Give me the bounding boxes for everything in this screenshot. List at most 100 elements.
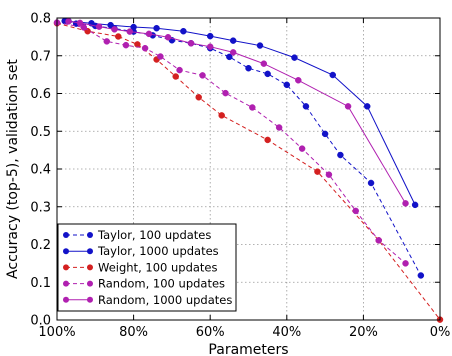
data-point [180, 27, 187, 35]
data-point [145, 30, 153, 38]
series-5 [65, 18, 409, 207]
data-point [226, 53, 233, 61]
data-point [298, 145, 306, 152]
data-point [195, 94, 202, 101]
data-point [264, 136, 271, 144]
data-point [363, 103, 371, 110]
data-point [65, 18, 72, 25]
data-point [206, 32, 214, 40]
data-point [367, 179, 375, 187]
legend-swatch-marker [87, 264, 93, 271]
legend-label: Random, 100 updates [98, 277, 225, 291]
data-point [111, 26, 118, 33]
data-point [411, 201, 419, 209]
data-point [352, 207, 359, 215]
data-point [176, 66, 183, 74]
data-point [95, 23, 103, 30]
legend-item: Random, 100 updates [63, 277, 225, 291]
x-tick-label: 40% [272, 325, 301, 340]
legend-item: Taylor, 100 updates [63, 228, 211, 242]
y-tick-label: 0.8 [30, 12, 51, 27]
data-point [187, 40, 195, 47]
data-point [80, 24, 88, 31]
data-point [302, 103, 310, 110]
data-point [295, 77, 302, 84]
data-point [76, 19, 84, 27]
legend-swatch-marker [63, 232, 69, 238]
data-point [218, 112, 225, 119]
data-point [256, 42, 264, 49]
x-tick-label: 100% [38, 325, 75, 340]
legend-item: Taylor, 1000 updates [63, 244, 219, 258]
series-layer [53, 17, 444, 323]
legend-swatch-marker [63, 280, 69, 287]
x-tick-label: 0% [430, 325, 451, 340]
legend-label: Weight, 100 updates [98, 260, 218, 274]
data-point [264, 70, 271, 78]
y-axis-label: Accuracy (top-5), validation set [5, 59, 21, 279]
series-line [64, 20, 416, 206]
data-point [115, 33, 122, 40]
data-point [291, 54, 298, 61]
data-point [229, 37, 237, 44]
legend-label: Taylor, 100 updates [97, 228, 211, 242]
data-point [126, 28, 134, 35]
series-2 [61, 17, 419, 209]
y-tick-label: 0.4 [30, 163, 51, 178]
data-point [321, 130, 329, 138]
data-point [337, 151, 344, 159]
legend-swatch-marker [87, 248, 93, 255]
data-point [314, 168, 321, 175]
y-tick-label: 0.1 [30, 276, 51, 291]
series-line [56, 22, 406, 264]
legend-label: Random, 1000 updates [98, 293, 232, 307]
series-line [68, 20, 406, 204]
data-point [375, 237, 382, 244]
data-point [153, 24, 160, 32]
data-point [402, 200, 409, 207]
series-4 [53, 19, 409, 267]
y-tick-label: 0.0 [30, 314, 51, 329]
series-line [56, 22, 441, 320]
data-point [222, 89, 229, 97]
ticks: 100% 80% 60% 40% 20% 0% 0.0 0.1 0.2 0.3 0.4 0.5 0.6 0… [30, 12, 450, 341]
y-tick-label: 0.7 [30, 49, 51, 64]
legend-swatch-marker [63, 296, 69, 303]
data-point [141, 44, 149, 52]
data-point [260, 60, 268, 67]
data-point [283, 81, 291, 89]
legend-swatch-marker [87, 232, 93, 238]
data-point [245, 64, 252, 72]
legend-swatch-marker [63, 264, 69, 271]
x-tick-label: 60% [196, 325, 225, 340]
x-tick-label: 20% [349, 325, 378, 340]
y-tick-label: 0.5 [30, 125, 51, 140]
data-point [157, 53, 164, 60]
y-tick-label: 0.2 [30, 238, 51, 253]
data-point [329, 71, 337, 79]
data-point [229, 49, 237, 56]
data-point [172, 73, 179, 80]
data-point [199, 72, 206, 79]
data-point [417, 272, 425, 279]
legend: Taylor, 100 updates Taylor, 1000 updates W… [57, 223, 237, 312]
x-tick-label: 80% [119, 325, 148, 340]
legend-label: Taylor, 1000 updates [97, 244, 219, 258]
data-point [206, 43, 214, 50]
data-point [122, 41, 130, 49]
legend-swatch-marker [87, 296, 93, 303]
y-tick-label: 0.3 [30, 200, 51, 215]
data-point [402, 260, 409, 267]
data-point [275, 124, 283, 131]
data-point [249, 104, 256, 111]
legend-item: Weight, 100 updates [63, 260, 218, 274]
x-axis-label: Parameters [208, 342, 288, 356]
data-point [164, 34, 172, 41]
legend-swatch-marker [87, 280, 93, 287]
data-point [325, 171, 333, 178]
legend-swatch-marker [63, 248, 69, 255]
y-tick-label: 0.6 [30, 87, 51, 102]
data-point [130, 23, 137, 31]
data-point [344, 103, 352, 110]
